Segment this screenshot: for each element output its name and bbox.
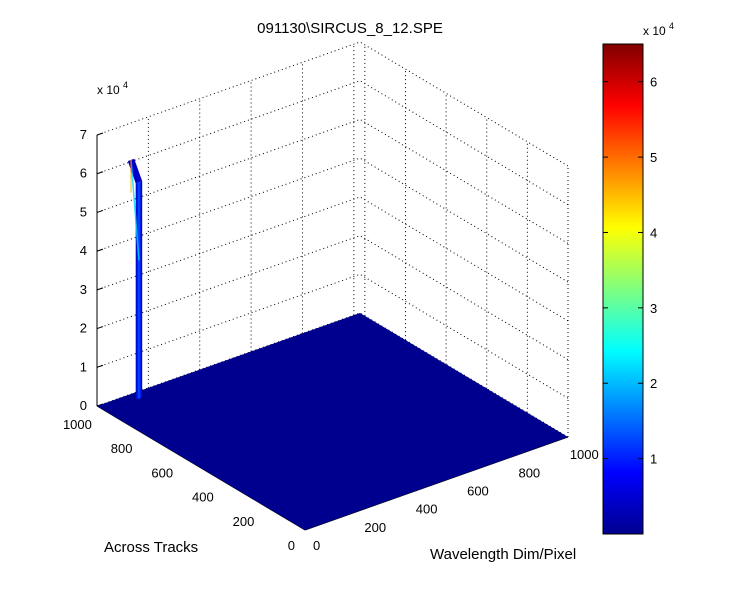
- z-grid-line: [96, 235, 569, 361]
- z-tick-mark: [96, 326, 104, 330]
- z-grid-line: [96, 196, 569, 322]
- z-tick-label: 1: [80, 359, 87, 374]
- y-tick-label: 800: [111, 441, 133, 456]
- y-tick-label: 0: [288, 538, 295, 553]
- x-axis-label: Wavelength Dim/Pixel: [430, 546, 576, 563]
- x-tick-label: 600: [467, 484, 489, 499]
- colorbar-gradient: [602, 43, 644, 535]
- z-tick-label: 3: [80, 282, 87, 297]
- surface-peak: [127, 158, 143, 400]
- z-tick-label: 4: [80, 243, 87, 258]
- colorbar: 1 2 3 4 5 6 x 10 4: [602, 21, 674, 535]
- z-tick-mark: [96, 364, 104, 368]
- colorbar-tick-label: 3: [650, 301, 657, 316]
- z-tick-label: 6: [80, 166, 87, 181]
- z-tick-labels: 0 1 2 3 4 5 6 7: [80, 127, 87, 413]
- z-tick-label: 5: [80, 204, 87, 219]
- colorbar-tick-label: 6: [650, 75, 657, 90]
- z-tick-mark: [96, 132, 104, 136]
- colorbar-exponent-label: x 10 4: [643, 21, 674, 38]
- peak-top: [127, 158, 143, 184]
- colorbar-tick-label: 5: [650, 150, 657, 165]
- peak-column: [135, 181, 143, 400]
- y-tick-label: 1000: [63, 417, 92, 432]
- x-tick-label: 0: [313, 538, 320, 553]
- chart-title: 091130\SIRCUS_8_12.SPE: [257, 20, 443, 37]
- z-grid-line: [96, 273, 569, 399]
- peak-highlight: [130, 159, 140, 261]
- z-tick-mark: [96, 287, 104, 291]
- colorbar-tick-label: 1: [650, 452, 657, 467]
- surface-floor: [97, 313, 568, 530]
- z-grid-line: [96, 118, 569, 244]
- z-grid-line: [96, 41, 569, 167]
- z-grid-line: [96, 80, 569, 206]
- x-tick-label: 800: [518, 465, 540, 480]
- y-axis-label: Across Tracks: [104, 539, 198, 556]
- colorbar-tick-label: 4: [650, 225, 657, 240]
- x-tick-label: 400: [416, 502, 438, 517]
- peak-max-core: [130, 159, 132, 173]
- z-tick-mark: [96, 248, 104, 252]
- y-tick-label: 200: [233, 514, 255, 529]
- z-tick-label: 2: [80, 321, 87, 336]
- x-tick-label: 200: [364, 520, 386, 535]
- x-tick-label: 1000: [570, 447, 599, 462]
- z-grid-line: [96, 157, 569, 283]
- z-tick-mark: [96, 209, 104, 213]
- colorbar-tick-label: 2: [650, 376, 657, 391]
- y-tick-labels: 0 200 400 600 800 1000: [63, 417, 295, 553]
- z-exponent-label: x 10 4: [97, 80, 128, 97]
- grid-lines: [96, 41, 569, 438]
- y-tick-label: 400: [192, 490, 214, 505]
- y-tick-label: 600: [151, 465, 173, 480]
- z-tick-mark: [96, 171, 104, 175]
- z-tick-label: 0: [80, 398, 87, 413]
- z-tick-label: 7: [80, 127, 87, 142]
- x-tick-labels: 0 200 400 600 800 1000: [313, 447, 599, 553]
- colorbar-ticks: 1 2 3 4 5 6: [603, 75, 657, 467]
- plot-axes: 0 1 2 3 4 5 6 7 0 200 400 600 800 1000 0 200 400 600 800…: [63, 41, 599, 563]
